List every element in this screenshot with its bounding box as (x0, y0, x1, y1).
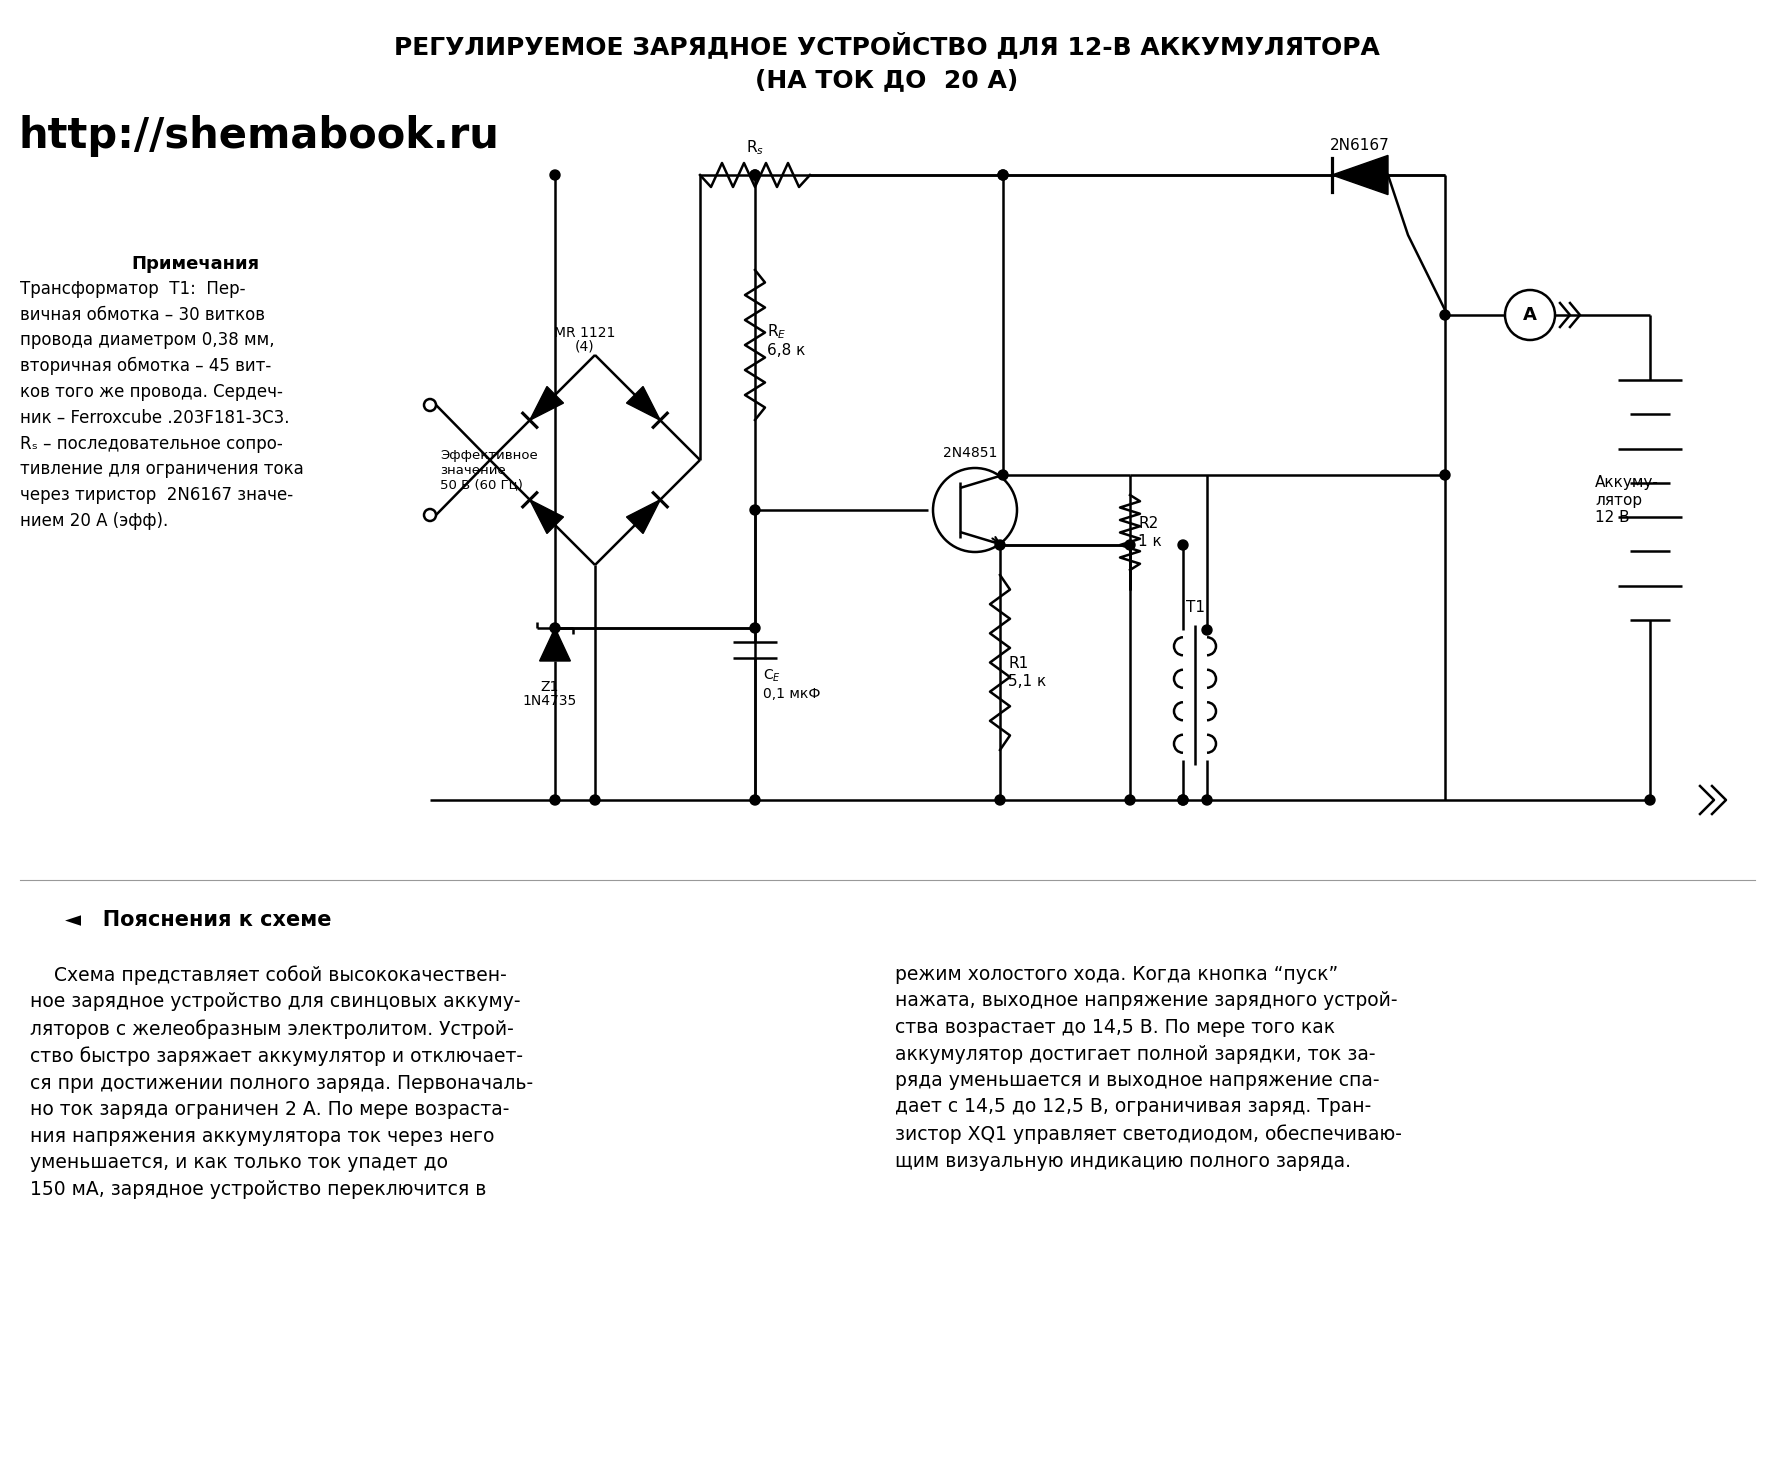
Circle shape (1440, 310, 1450, 321)
Circle shape (751, 623, 760, 634)
Circle shape (996, 541, 1005, 549)
Text: R$_s$: R$_s$ (746, 139, 763, 157)
Circle shape (1440, 470, 1450, 480)
Circle shape (589, 795, 600, 805)
Text: Эффективное
значение
50 В (60 Гц): Эффективное значение 50 В (60 Гц) (440, 449, 538, 492)
Text: 1N4735: 1N4735 (524, 694, 577, 707)
Circle shape (998, 170, 1008, 180)
Text: Z1: Z1 (541, 679, 559, 694)
Circle shape (751, 795, 760, 805)
Polygon shape (1331, 155, 1388, 195)
Text: ◄   Пояснения к схеме: ◄ Пояснения к схеме (66, 910, 332, 931)
Circle shape (1202, 625, 1212, 635)
Circle shape (1125, 541, 1134, 549)
Text: A: A (1523, 306, 1537, 323)
Circle shape (550, 170, 559, 180)
Polygon shape (529, 387, 563, 421)
Circle shape (1125, 795, 1134, 805)
Text: R1
5,1 к: R1 5,1 к (1008, 656, 1045, 688)
Circle shape (550, 795, 559, 805)
Polygon shape (540, 628, 570, 662)
Circle shape (998, 170, 1008, 180)
Text: R$_E$
6,8 к: R$_E$ 6,8 к (767, 322, 806, 357)
Text: 2N6167: 2N6167 (1329, 137, 1390, 154)
Circle shape (751, 170, 760, 180)
Circle shape (550, 623, 559, 634)
Circle shape (751, 505, 760, 515)
Text: режим холостого хода. Когда кнопка “пуск”
нажата, выходное напряжение зарядного : режим холостого хода. Когда кнопка “пуск… (895, 964, 1402, 1171)
Text: T1: T1 (1186, 600, 1205, 614)
Text: C$_E$
0,1 мкФ: C$_E$ 0,1 мкФ (763, 668, 820, 700)
Text: (НА ТОК ДО  20 А): (НА ТОК ДО 20 А) (756, 68, 1019, 92)
Circle shape (1179, 795, 1187, 805)
Text: 2N4851: 2N4851 (943, 446, 998, 459)
Polygon shape (529, 499, 563, 533)
Text: http://shemabook.ru: http://shemabook.ru (18, 115, 499, 157)
Text: MR 1121: MR 1121 (554, 326, 616, 340)
Text: Схема представляет собой высококачествен-
ное зарядное устройство для свинцовых : Схема представляет собой высококачествен… (30, 964, 532, 1199)
Text: (4): (4) (575, 340, 595, 353)
Circle shape (1179, 541, 1187, 549)
Circle shape (1179, 795, 1187, 805)
Circle shape (1645, 795, 1654, 805)
Text: Аккуму-
лятор
12 В: Аккуму- лятор 12 В (1596, 476, 1660, 524)
Circle shape (998, 470, 1008, 480)
Circle shape (996, 795, 1005, 805)
Text: Трансформатор  Т1:  Пер-
вичная обмотка – 30 витков
провода диаметром 0,38 мм,
в: Трансформатор Т1: Пер- вичная обмотка – … (20, 281, 304, 530)
Polygon shape (627, 387, 660, 421)
Polygon shape (627, 499, 660, 533)
Text: Примечания: Примечания (131, 256, 259, 273)
Text: R2
1 к: R2 1 к (1138, 517, 1163, 548)
Text: РЕГУЛИРУЕМОЕ ЗАРЯДНОЕ УСТРОЙСТВО ДЛЯ 12-В АККУМУЛЯТОРА: РЕГУЛИРУЕМОЕ ЗАРЯДНОЕ УСТРОЙСТВО ДЛЯ 12-… (394, 32, 1379, 59)
Circle shape (1202, 795, 1212, 805)
Circle shape (751, 170, 760, 180)
